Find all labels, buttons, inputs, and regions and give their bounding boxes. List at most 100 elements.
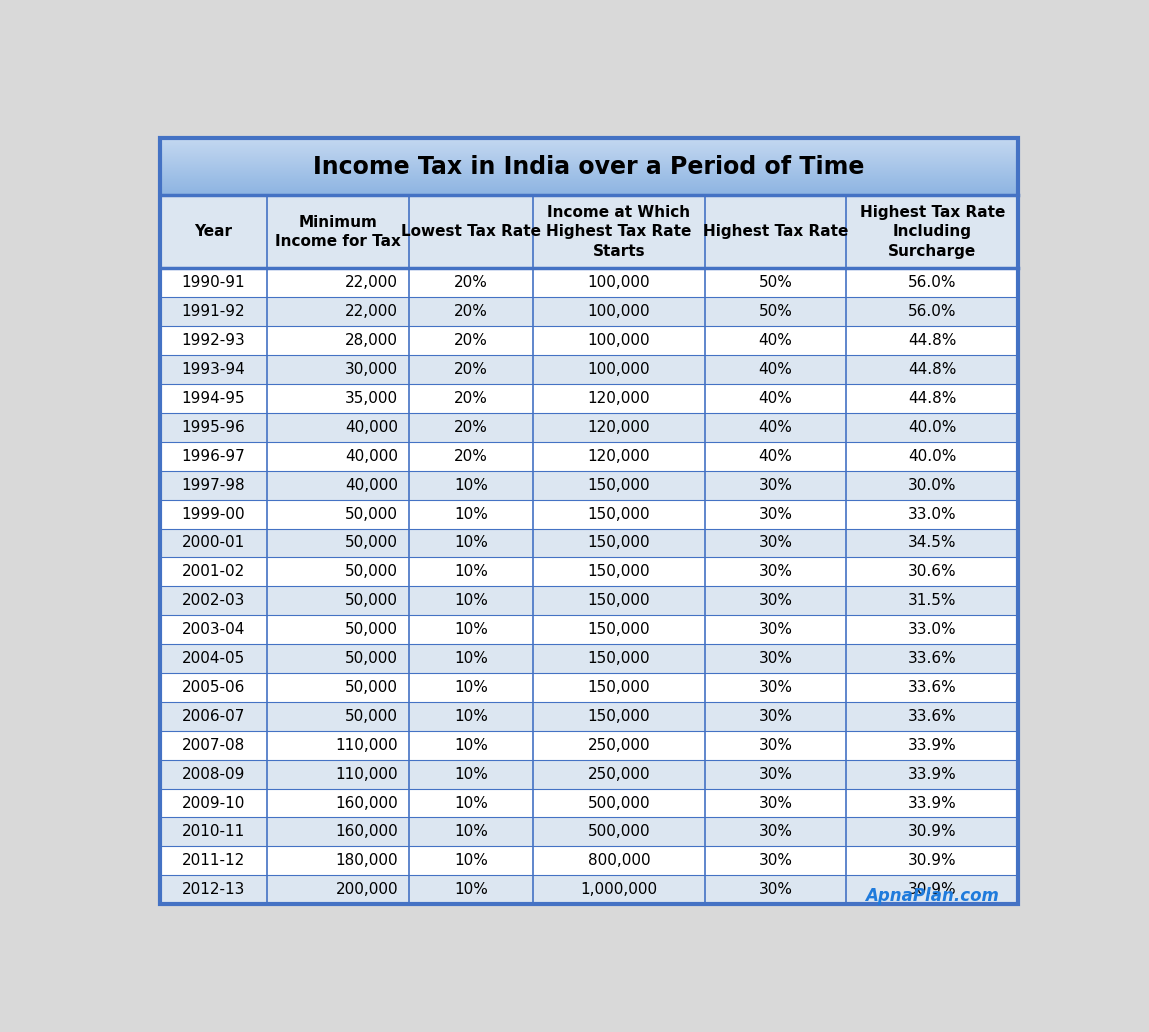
Text: 150,000: 150,000 <box>587 593 650 608</box>
Bar <box>160 788 1018 817</box>
Text: 150,000: 150,000 <box>587 565 650 579</box>
Text: 33.6%: 33.6% <box>908 651 957 666</box>
Bar <box>160 673 1018 702</box>
Text: 30%: 30% <box>758 709 793 723</box>
Text: 50%: 50% <box>758 304 793 319</box>
Text: 180,000: 180,000 <box>336 853 399 868</box>
Text: 10%: 10% <box>454 651 488 666</box>
Text: Year: Year <box>194 224 232 239</box>
Text: 30%: 30% <box>758 738 793 752</box>
Text: 1991-92: 1991-92 <box>182 304 245 319</box>
Text: 10%: 10% <box>454 853 488 868</box>
Text: 33.9%: 33.9% <box>908 796 957 810</box>
Text: 20%: 20% <box>454 362 488 377</box>
Text: 10%: 10% <box>454 536 488 550</box>
Text: 50,000: 50,000 <box>346 651 399 666</box>
Text: 44.8%: 44.8% <box>908 333 956 348</box>
Text: 50,000: 50,000 <box>346 565 399 579</box>
Bar <box>160 195 1018 268</box>
Text: 30.9%: 30.9% <box>908 882 956 897</box>
Text: 150,000: 150,000 <box>587 651 650 666</box>
Bar <box>160 846 1018 875</box>
Text: 10%: 10% <box>454 622 488 637</box>
Text: 250,000: 250,000 <box>587 767 650 781</box>
Text: 22,000: 22,000 <box>346 276 399 290</box>
Text: 150,000: 150,000 <box>587 478 650 492</box>
Text: 120,000: 120,000 <box>587 420 650 434</box>
Text: 800,000: 800,000 <box>587 853 650 868</box>
Text: 2003-04: 2003-04 <box>182 622 245 637</box>
Bar <box>160 442 1018 471</box>
Text: 1990-91: 1990-91 <box>182 276 245 290</box>
Text: 20%: 20% <box>454 304 488 319</box>
Text: 50%: 50% <box>758 276 793 290</box>
Text: 50,000: 50,000 <box>346 536 399 550</box>
Text: 56.0%: 56.0% <box>908 304 956 319</box>
Text: 50,000: 50,000 <box>346 593 399 608</box>
Text: 40,000: 40,000 <box>346 420 399 434</box>
Text: 1994-95: 1994-95 <box>182 391 245 406</box>
Text: 2001-02: 2001-02 <box>182 565 245 579</box>
Text: 1995-96: 1995-96 <box>182 420 245 434</box>
Text: Income Tax in India over a Period of Time: Income Tax in India over a Period of Tim… <box>314 155 864 179</box>
Text: 10%: 10% <box>454 882 488 897</box>
Text: 30.9%: 30.9% <box>908 825 956 839</box>
Bar <box>160 297 1018 326</box>
Text: 30%: 30% <box>758 536 793 550</box>
Bar <box>160 557 1018 586</box>
Text: 44.8%: 44.8% <box>908 391 956 406</box>
Text: 22,000: 22,000 <box>346 304 399 319</box>
Text: 20%: 20% <box>454 391 488 406</box>
Text: 30%: 30% <box>758 882 793 897</box>
Text: 2005-06: 2005-06 <box>182 680 245 695</box>
Text: 10%: 10% <box>454 825 488 839</box>
Text: 100,000: 100,000 <box>587 276 650 290</box>
Text: 20%: 20% <box>454 276 488 290</box>
Text: 28,000: 28,000 <box>346 333 399 348</box>
Bar <box>160 615 1018 644</box>
Text: 1997-98: 1997-98 <box>182 478 245 492</box>
Text: 30%: 30% <box>758 796 793 810</box>
Text: 40.0%: 40.0% <box>908 449 956 463</box>
Text: 33.6%: 33.6% <box>908 709 957 723</box>
Bar <box>160 326 1018 355</box>
Text: 2000-01: 2000-01 <box>182 536 245 550</box>
Text: 1999-00: 1999-00 <box>182 507 245 521</box>
Text: 30%: 30% <box>758 825 793 839</box>
Text: 10%: 10% <box>454 593 488 608</box>
Text: 20%: 20% <box>454 449 488 463</box>
Text: 44.8%: 44.8% <box>908 362 956 377</box>
Text: 120,000: 120,000 <box>587 449 650 463</box>
Text: 100,000: 100,000 <box>587 304 650 319</box>
Text: 40%: 40% <box>758 333 793 348</box>
Text: 33.6%: 33.6% <box>908 680 957 695</box>
Text: 30%: 30% <box>758 593 793 608</box>
Bar <box>160 471 1018 499</box>
Text: 56.0%: 56.0% <box>908 276 956 290</box>
Text: 40,000: 40,000 <box>346 449 399 463</box>
Bar <box>160 268 1018 297</box>
Text: 200,000: 200,000 <box>336 882 399 897</box>
Bar <box>160 817 1018 846</box>
Text: 30%: 30% <box>758 767 793 781</box>
Text: 40.0%: 40.0% <box>908 420 956 434</box>
Bar <box>160 499 1018 528</box>
Text: 50,000: 50,000 <box>346 507 399 521</box>
Text: 110,000: 110,000 <box>336 738 399 752</box>
Text: 10%: 10% <box>454 738 488 752</box>
Text: 30%: 30% <box>758 680 793 695</box>
Text: 50,000: 50,000 <box>346 709 399 723</box>
Text: 33.0%: 33.0% <box>908 622 956 637</box>
Bar <box>160 355 1018 384</box>
Text: 2006-07: 2006-07 <box>182 709 245 723</box>
Text: Highest Tax Rate: Highest Tax Rate <box>703 224 848 239</box>
Text: 30%: 30% <box>758 565 793 579</box>
Text: 150,000: 150,000 <box>587 680 650 695</box>
Text: 30,000: 30,000 <box>345 362 399 377</box>
Bar <box>160 702 1018 731</box>
Text: 100,000: 100,000 <box>587 362 650 377</box>
Text: 20%: 20% <box>454 333 488 348</box>
Text: 30.0%: 30.0% <box>908 478 956 492</box>
Text: 120,000: 120,000 <box>587 391 650 406</box>
Text: 150,000: 150,000 <box>587 507 650 521</box>
